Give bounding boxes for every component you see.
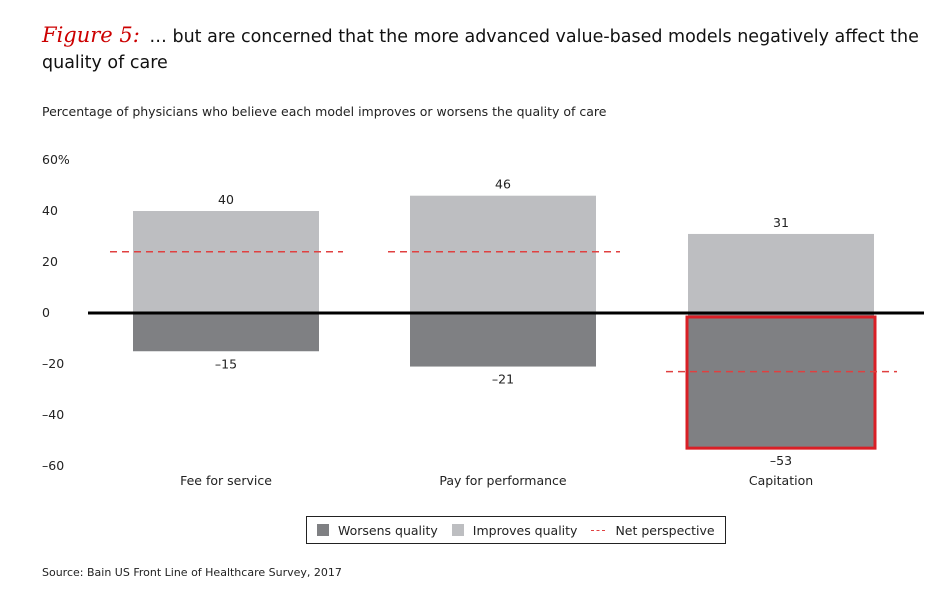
y-tick-label-3: 0 (42, 305, 50, 320)
x-category-label-fee-for-service: Fee for service (180, 473, 272, 488)
chart-legend: Worsens quality Improves quality Net per… (306, 516, 726, 544)
data-label-improves-capitation: 31 (773, 215, 789, 230)
bar-improves-fee-for-service (133, 211, 319, 313)
bar-improves-capitation (688, 233, 874, 313)
figure-title-text: … but are concerned that the more advanc… (42, 27, 919, 73)
legend-swatch-net (591, 529, 606, 531)
bar-chart: 60% 40 20 0 –20 –40 –60 40 –15 Fee for service 46 –… (42, 152, 924, 488)
data-label-worsens-capitation: –53 (770, 453, 792, 468)
source-note: Source: Bain US Front Line of Healthcare… (42, 566, 342, 579)
legend-swatch-improves (451, 524, 464, 536)
data-label-worsens-pay-for-performance: –21 (492, 372, 514, 387)
highlight-box-capitation (685, 315, 877, 450)
bar-improves-pay-for-performance (410, 195, 596, 313)
legend-item-net: Net perspective (591, 522, 715, 538)
legend-label-net: Net perspective (615, 522, 715, 538)
bar-worsens-fee-for-service (133, 313, 319, 352)
x-category-label-capitation: Capitation (749, 473, 813, 488)
legend-item-worsens: Worsens quality (317, 523, 438, 538)
y-tick-label-5: –40 (42, 407, 64, 422)
data-label-improves-pay-for-performance: 46 (495, 177, 511, 192)
x-category-label-pay-for-performance: Pay for performance (439, 473, 567, 488)
figure-title: Figure 5: … but are concerned that the m… (42, 22, 932, 76)
bar-worsens-capitation (688, 313, 874, 449)
data-label-worsens-fee-for-service: –15 (215, 356, 237, 371)
data-label-improves-fee-for-service: 40 (218, 192, 234, 207)
chart-subtitle: Percentage of physicians who believe eac… (42, 104, 607, 119)
bar-worsens-pay-for-performance (410, 313, 596, 367)
legend-label-improves: Improves quality (472, 522, 578, 538)
y-tick-label-1: 40 (42, 203, 58, 218)
y-tick-label-6: –60 (42, 458, 64, 473)
legend-label-worsens: Worsens quality (338, 522, 438, 538)
legend-item-improves: Improves quality (451, 522, 578, 538)
y-tick-label-4: –20 (42, 356, 64, 371)
figure-label: Figure 5: (42, 23, 140, 47)
y-tick-label-2: 20 (42, 254, 58, 269)
legend-swatch-worsens (317, 524, 329, 536)
y-tick-label-0: 60% (42, 152, 70, 167)
